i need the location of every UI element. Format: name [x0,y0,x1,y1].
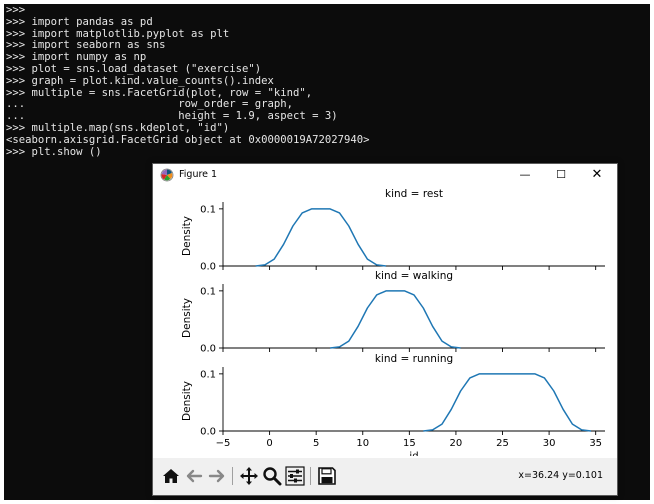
pan-icon[interactable] [239,466,259,486]
y-tick-label: 0.0 [200,344,216,355]
y-tick-label: 0.1 [200,286,216,297]
x-tick-label: 25 [496,438,509,449]
x-tick-label: 20 [450,438,463,449]
window-title: Figure 1 [179,169,218,180]
density-curve [423,373,592,432]
console-output: >>> >>> import pandas as pd >>> import mat… [6,4,370,158]
density-curve [330,290,461,349]
facet-title: kind = running [375,353,453,365]
home-icon[interactable] [161,466,181,486]
console-line: >>> import matplotlib.pyplot as plt [6,27,230,40]
x-tick-label: 5 [313,438,319,449]
x-tick-label: 10 [356,438,369,449]
back-arrow-icon[interactable] [184,466,204,486]
y-tick-label: 0.1 [200,204,216,215]
facet-title: kind = walking [375,270,453,282]
console-line: >>> plot = sns.load_dataset ("exercise") [6,62,262,75]
console-line: ... height = 1.9, aspect = 3) [6,110,338,123]
x-axis-label: id [409,451,418,456]
console-line: >>> plt.show () [6,145,102,158]
console-line: >>> import seaborn as sns [6,39,166,52]
console-line: >>> [6,4,26,16]
console-line: <seaborn.axisgrid.FacetGrid object at 0x… [6,133,370,146]
console-line: >>> import pandas as pd [6,15,153,28]
zoom-icon[interactable] [262,466,282,486]
console-line: >>> multiple.map(sns.kdeplot, "id") [6,121,230,134]
toolbar-separator [232,467,233,485]
maximize-button[interactable]: ☐ [556,168,566,181]
console-line: >>> graph = plot.kind.value_counts().ind… [6,74,274,87]
console-line: >>> import numpy as np [6,51,147,64]
y-axis-label: Density [181,381,193,421]
facet-title: kind = rest [385,188,443,200]
y-axis-label: Density [181,216,193,256]
x-tick-label: −5 [216,438,231,449]
subplots-config-icon[interactable] [285,466,305,486]
navigation-toolbar: x=36.24 y=0.101 [153,458,617,495]
density-curve [255,208,387,267]
console-line: ... row_order = graph, [6,98,294,111]
figure-window[interactable]: Figure 1 — ☐ ✕ kind = rest 0.0 0.1 Density k… [152,163,618,496]
y-tick-label: 0.0 [200,262,216,273]
matplotlib-logo-icon [160,168,174,182]
toolbar-separator [310,467,311,485]
window-titlebar[interactable]: Figure 1 — ☐ ✕ [153,164,617,186]
x-tick-label: 30 [543,438,556,449]
figure-canvas[interactable]: kind = rest 0.0 0.1 Density kind = walking 0.… [153,186,617,456]
y-tick-label: 0.0 [200,427,216,438]
x-tick-label: 35 [589,438,602,449]
console-line: >>> multiple = sns.FacetGrid(plot, row =… [6,86,313,99]
close-button[interactable]: ✕ [591,167,603,182]
save-icon[interactable] [317,466,337,486]
y-axis-label: Density [181,298,193,338]
forward-arrow-icon[interactable] [207,466,227,486]
cursor-coordinates: x=36.24 y=0.101 [518,470,603,481]
minimize-button[interactable]: — [519,168,531,181]
x-tick-label: 15 [403,438,416,449]
y-tick-label: 0.1 [200,369,216,380]
x-tick-label: 0 [266,438,272,449]
